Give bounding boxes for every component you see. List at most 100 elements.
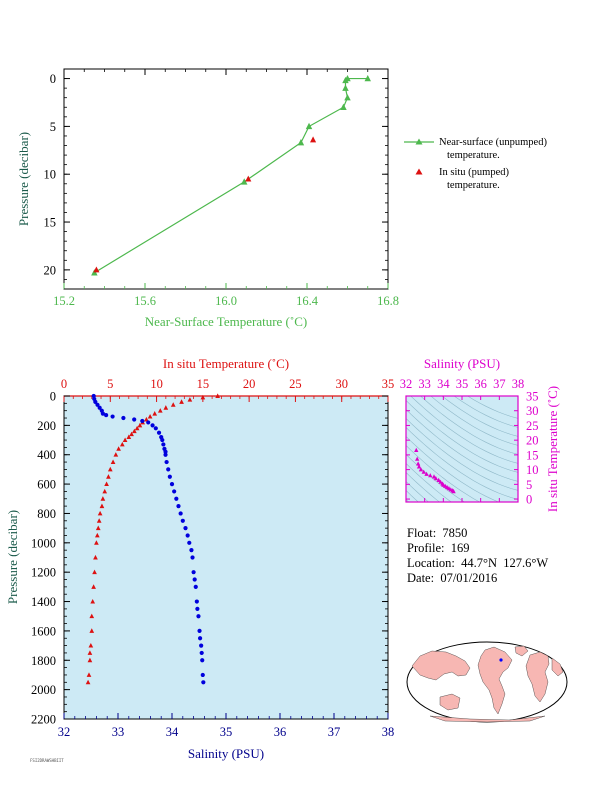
temperature-profile-point	[137, 422, 143, 428]
temperature-profile-point	[152, 411, 158, 416]
near-surface-x-axis-label: Near-Surface Temperature (˚C)	[145, 314, 307, 329]
ts-x-tick-label: 33	[418, 377, 431, 391]
temperature-profile-point	[106, 474, 111, 479]
profile-pressure-tick-label: 2000	[31, 683, 56, 697]
ts-y-tick-label: 5	[526, 478, 532, 492]
near-surface-series-point	[240, 178, 248, 185]
salinity-profile-point	[190, 555, 195, 560]
ts-y-tick-label: 15	[526, 448, 539, 462]
temperature-profile-point	[170, 402, 176, 407]
near-surface-x-ticks: 15.2 15.6 16.0 16.4 16.8	[53, 69, 399, 308]
near-surface-series-point	[364, 74, 371, 82]
salinity-profile-point	[95, 402, 100, 407]
temperature-profile-point	[147, 413, 153, 419]
profile-pressure-tick-label: 800	[37, 507, 56, 521]
near-surface-x-tick-label: 16.8	[377, 294, 399, 308]
temperature-profile-point	[163, 405, 169, 410]
ts-density-contour	[420, 396, 518, 455]
profile-pressure-tick-label: 200	[37, 419, 56, 433]
ts-density-contour	[406, 490, 419, 502]
salinity-profile-point	[146, 420, 151, 425]
salinity-profile-point	[192, 577, 197, 582]
ts-point	[438, 479, 443, 484]
legend-item-near-surface-line1: Near-surface (unpumped)	[439, 137, 547, 148]
profile-number: Profile: 169	[407, 541, 470, 555]
profile-pressure-tick-label: 600	[37, 478, 56, 492]
salinity-profile-point	[200, 658, 205, 663]
temperature-profile-point	[97, 510, 103, 516]
legend-item-in-situ-line2: temperature.	[447, 180, 500, 191]
temperature-profile-point	[134, 425, 140, 431]
profile-plot-background	[63, 395, 389, 720]
salinity-profile-point	[172, 489, 177, 494]
profile-temperature-tick-label: 0	[61, 377, 67, 391]
profile-temperature-tick-label: 10	[150, 377, 163, 391]
salinity-profile-point	[193, 584, 198, 589]
profile-series	[85, 393, 221, 685]
ts-series	[414, 447, 456, 494]
temperature-profile-point	[92, 569, 97, 575]
temperature-profile-point	[85, 679, 91, 685]
salinity-profile-point	[167, 474, 172, 479]
profile-x-axis-label: Salinity (PSU)	[188, 746, 264, 761]
temperature-profile-point	[157, 408, 163, 413]
salinity-profile-point	[200, 672, 205, 678]
ts-y-tick-label: 20	[526, 434, 539, 448]
profile-y-axis-label: Pressure (decibar)	[5, 510, 20, 604]
salinity-profile-point	[183, 526, 188, 531]
map-landmasses	[411, 645, 564, 723]
temperature-profile-point	[102, 488, 108, 494]
ts-density-contour	[406, 472, 440, 502]
ts-density-contour	[406, 400, 518, 473]
float-location: Location: 44.7°N 127.6°W	[407, 556, 549, 570]
ts-point	[431, 474, 437, 479]
near-surface-y-tick-label: 20	[44, 263, 57, 277]
near-surface-y-tick-label: 10	[44, 168, 57, 182]
near-surface-x-tick-label: 15.6	[134, 294, 156, 308]
ts-density-contour	[467, 396, 518, 419]
legend-symbol-near-surface	[404, 138, 434, 145]
near-surface-x-tick-label: 16.0	[215, 294, 237, 308]
footer-tag: FSI2DRAWSHBIIT	[30, 758, 64, 763]
temperature-profile-point	[200, 394, 206, 400]
temperature-profile-point	[116, 446, 121, 451]
ts-density-contour	[441, 396, 518, 437]
salinity-profile-point	[93, 399, 98, 404]
profile-temperature-tick-label: 5	[107, 377, 113, 391]
temperature-profile-point	[113, 452, 119, 457]
ts-point	[416, 464, 422, 469]
ts-density-contour	[406, 454, 466, 502]
profile-pressure-tick-label: 1600	[31, 624, 56, 638]
temperature-profile-point	[104, 481, 109, 487]
near-surface-series-point	[344, 94, 351, 101]
near-surface-series-point	[297, 139, 305, 146]
salinity-profile-point	[153, 426, 158, 431]
ts-point	[424, 471, 429, 476]
temperature-profile-point	[187, 397, 193, 402]
temperature-profile-point	[119, 441, 125, 447]
temperature-profile-point	[107, 466, 113, 472]
float-number: Float: 7850	[407, 526, 468, 540]
salinity-profile-point	[121, 415, 126, 421]
ts-point	[421, 469, 426, 474]
temperature-profile-point	[99, 503, 105, 509]
salinity-profile-point	[163, 452, 168, 457]
ts-x-tick-label: 35	[456, 377, 469, 391]
salinity-profile-point	[174, 496, 179, 501]
near-surface-chart: 15.2 15.6 16.0 16.4 16.8 0 5 10 15 20 Near-Surfa…	[16, 68, 399, 329]
near-surface-series-point	[342, 84, 349, 91]
profile-chart: 32 33 34 35 36 37 38 0 5 10 15 20 25 30 35 0 200 400 600…	[5, 356, 394, 761]
temperature-profile-point	[95, 525, 101, 531]
temperature-profile-point	[122, 437, 128, 442]
profile-pressure-tick-label: 0	[50, 390, 56, 404]
profile-pressure-ticks: 0 200 400 600 800 1000 1200 1400 1600 1800 2000 220…	[31, 390, 388, 727]
near-surface-y-tick-label: 0	[50, 72, 56, 86]
salinity-profile-point	[100, 411, 105, 416]
salinity-profile-point	[176, 504, 181, 509]
ts-x-tick-label: 36	[474, 377, 487, 391]
temperature-profile-point	[94, 532, 100, 538]
ts-point	[415, 461, 421, 466]
salinity-profile-point	[199, 650, 204, 656]
